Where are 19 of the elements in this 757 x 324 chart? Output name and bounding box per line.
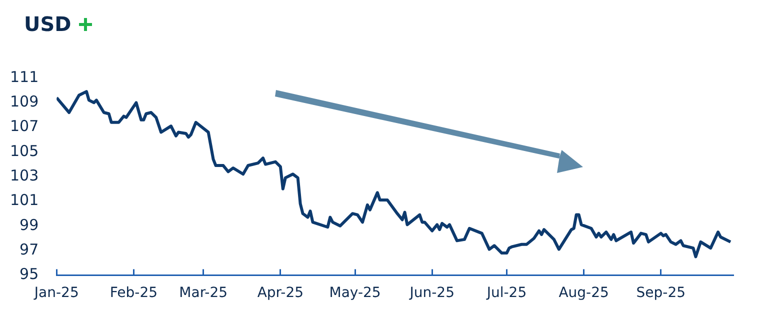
- x-tick-label: Feb-25: [110, 285, 158, 302]
- x-tick-label: Jun-25: [408, 285, 454, 302]
- x-tick-label: Mar-25: [179, 285, 228, 302]
- y-tick-label: 95: [20, 265, 39, 284]
- y-tick-label: 109: [10, 92, 39, 111]
- y-tick-label: 107: [10, 117, 39, 136]
- x-tick-label: Apr-25: [257, 285, 304, 302]
- x-tick-label: May-25: [329, 285, 381, 302]
- y-tick-label: 103: [10, 166, 39, 184]
- y-tick-label: 105: [10, 142, 39, 160]
- x-tick-label: Jul-25: [486, 285, 527, 302]
- x-tick-label: Aug-25: [558, 285, 609, 302]
- y-tick-label: 111: [10, 68, 39, 86]
- y-tick-label: 97: [20, 240, 39, 258]
- x-tick-label: Sep-25: [636, 285, 686, 302]
- y-tick-label: 101: [10, 191, 39, 210]
- chart-title: USD: [24, 12, 72, 36]
- x-tick-label: Jan-25: [33, 285, 79, 302]
- y-tick-label: 99: [20, 216, 39, 234]
